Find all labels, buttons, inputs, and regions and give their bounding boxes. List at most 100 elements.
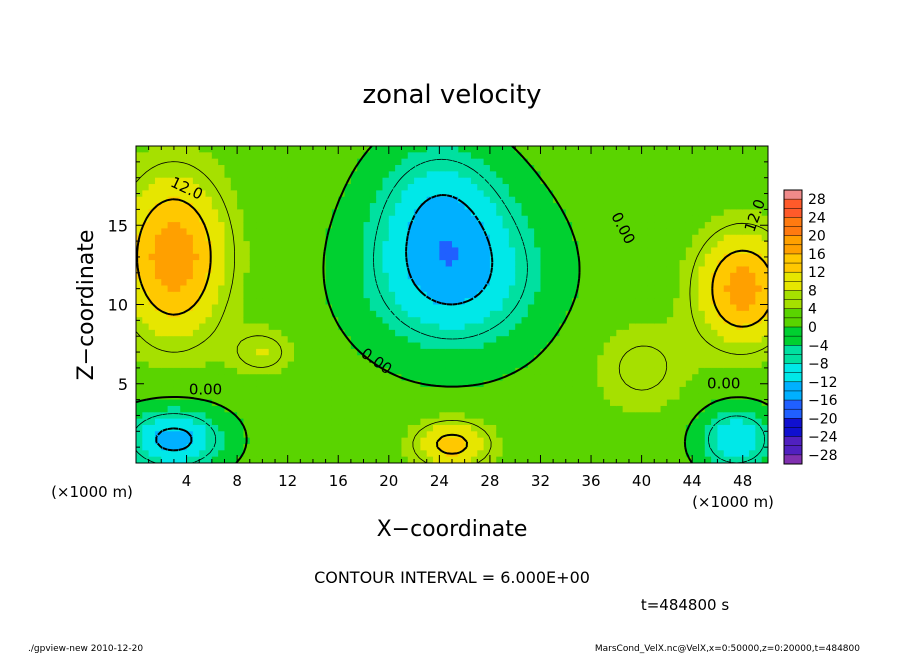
heat-cell (369, 348, 377, 356)
heat-cell (199, 209, 207, 217)
heat-cell (420, 171, 428, 179)
heat-cell (186, 317, 194, 325)
heat-cell (344, 215, 352, 223)
heat-cell (452, 260, 459, 268)
heat-cell (382, 196, 390, 204)
heat-cell (287, 253, 295, 261)
heat-cell (401, 222, 409, 230)
heat-cell (483, 424, 491, 432)
heat-cell (711, 310, 719, 318)
heat-cell (300, 298, 308, 306)
heat-cell (243, 184, 251, 191)
heat-cell (180, 228, 188, 236)
heat-cell (692, 399, 700, 407)
heat-cell (186, 424, 194, 432)
heat-cell (711, 215, 719, 223)
heat-cell (306, 196, 314, 204)
heat-cell (148, 253, 156, 261)
heat-cell (230, 405, 238, 413)
heat-cell (452, 336, 459, 344)
heat-cell (508, 418, 516, 426)
heat-cell (154, 310, 162, 318)
heat-cell (749, 405, 756, 413)
heat-cell (262, 393, 270, 401)
heat-cell (407, 380, 415, 388)
heat-cell (300, 266, 308, 274)
heat-cell (142, 355, 150, 363)
heat-cell (180, 165, 188, 172)
heat-cell (357, 285, 365, 293)
heat-cell (161, 412, 169, 420)
heat-cell (401, 412, 409, 420)
heat-cell (483, 196, 491, 204)
heat-cell (572, 152, 579, 160)
heat-cell (559, 304, 567, 312)
heat-cell (761, 165, 768, 172)
heat-cell (300, 184, 308, 191)
heat-cell (281, 342, 289, 350)
heat-cell (742, 165, 750, 172)
heat-cell (489, 367, 497, 375)
heat-cell (502, 405, 510, 413)
heat-cell (477, 304, 485, 312)
heat-cell (350, 222, 358, 230)
heat-cell (407, 152, 415, 160)
heat-cell (698, 184, 706, 191)
heat-cell (742, 386, 750, 394)
heat-cell (610, 367, 617, 375)
heat-cell (243, 298, 251, 306)
heat-cell (711, 203, 719, 210)
heat-cell (635, 418, 643, 426)
heat-cell (603, 348, 611, 356)
heat-cell (262, 165, 270, 172)
heat-cell (635, 304, 643, 312)
heat-cell (275, 431, 282, 439)
heat-cell (508, 196, 516, 204)
heat-cell (445, 393, 453, 401)
heat-cell (679, 158, 687, 166)
heat-cell (243, 310, 251, 318)
heat-cell (692, 165, 700, 172)
heat-cell (300, 222, 308, 230)
heat-cell (237, 431, 245, 439)
heat-cell (199, 348, 207, 356)
heat-cell (628, 152, 636, 160)
heat-cell (622, 272, 630, 280)
heat-cell (249, 146, 257, 153)
heat-cell (199, 247, 207, 255)
heat-cell (553, 310, 561, 318)
heat-cell (610, 171, 617, 179)
heat-cell (401, 374, 409, 382)
heat-cell (148, 196, 156, 204)
heat-cell (262, 386, 270, 394)
heat-cell (287, 228, 295, 236)
heat-cell (622, 348, 630, 356)
heat-cell (180, 234, 188, 242)
heat-cell (679, 285, 687, 293)
heat-cell (502, 348, 510, 356)
heat-cell (565, 418, 573, 426)
heat-cell (350, 158, 358, 166)
heat-cell (496, 443, 504, 451)
heat-cell (199, 456, 207, 463)
heat-cell (439, 393, 447, 401)
heat-cell (616, 437, 624, 445)
heat-cell (685, 177, 693, 185)
heat-cell (262, 412, 270, 420)
heat-cell (610, 355, 617, 363)
heat-cell (312, 336, 320, 344)
heat-cell (452, 215, 459, 223)
heat-cell (647, 152, 655, 160)
heat-cell (445, 222, 453, 230)
heat-cell (489, 412, 497, 420)
heat-cell (603, 329, 611, 337)
heat-cell (199, 418, 207, 426)
heat-cell (711, 348, 719, 356)
heat-cell (395, 291, 403, 299)
heat-cell (268, 171, 276, 179)
heat-cell (357, 323, 365, 331)
heat-cell (237, 285, 245, 293)
heat-cell (584, 215, 592, 223)
heat-cell (565, 215, 573, 223)
heat-cell (249, 399, 257, 407)
